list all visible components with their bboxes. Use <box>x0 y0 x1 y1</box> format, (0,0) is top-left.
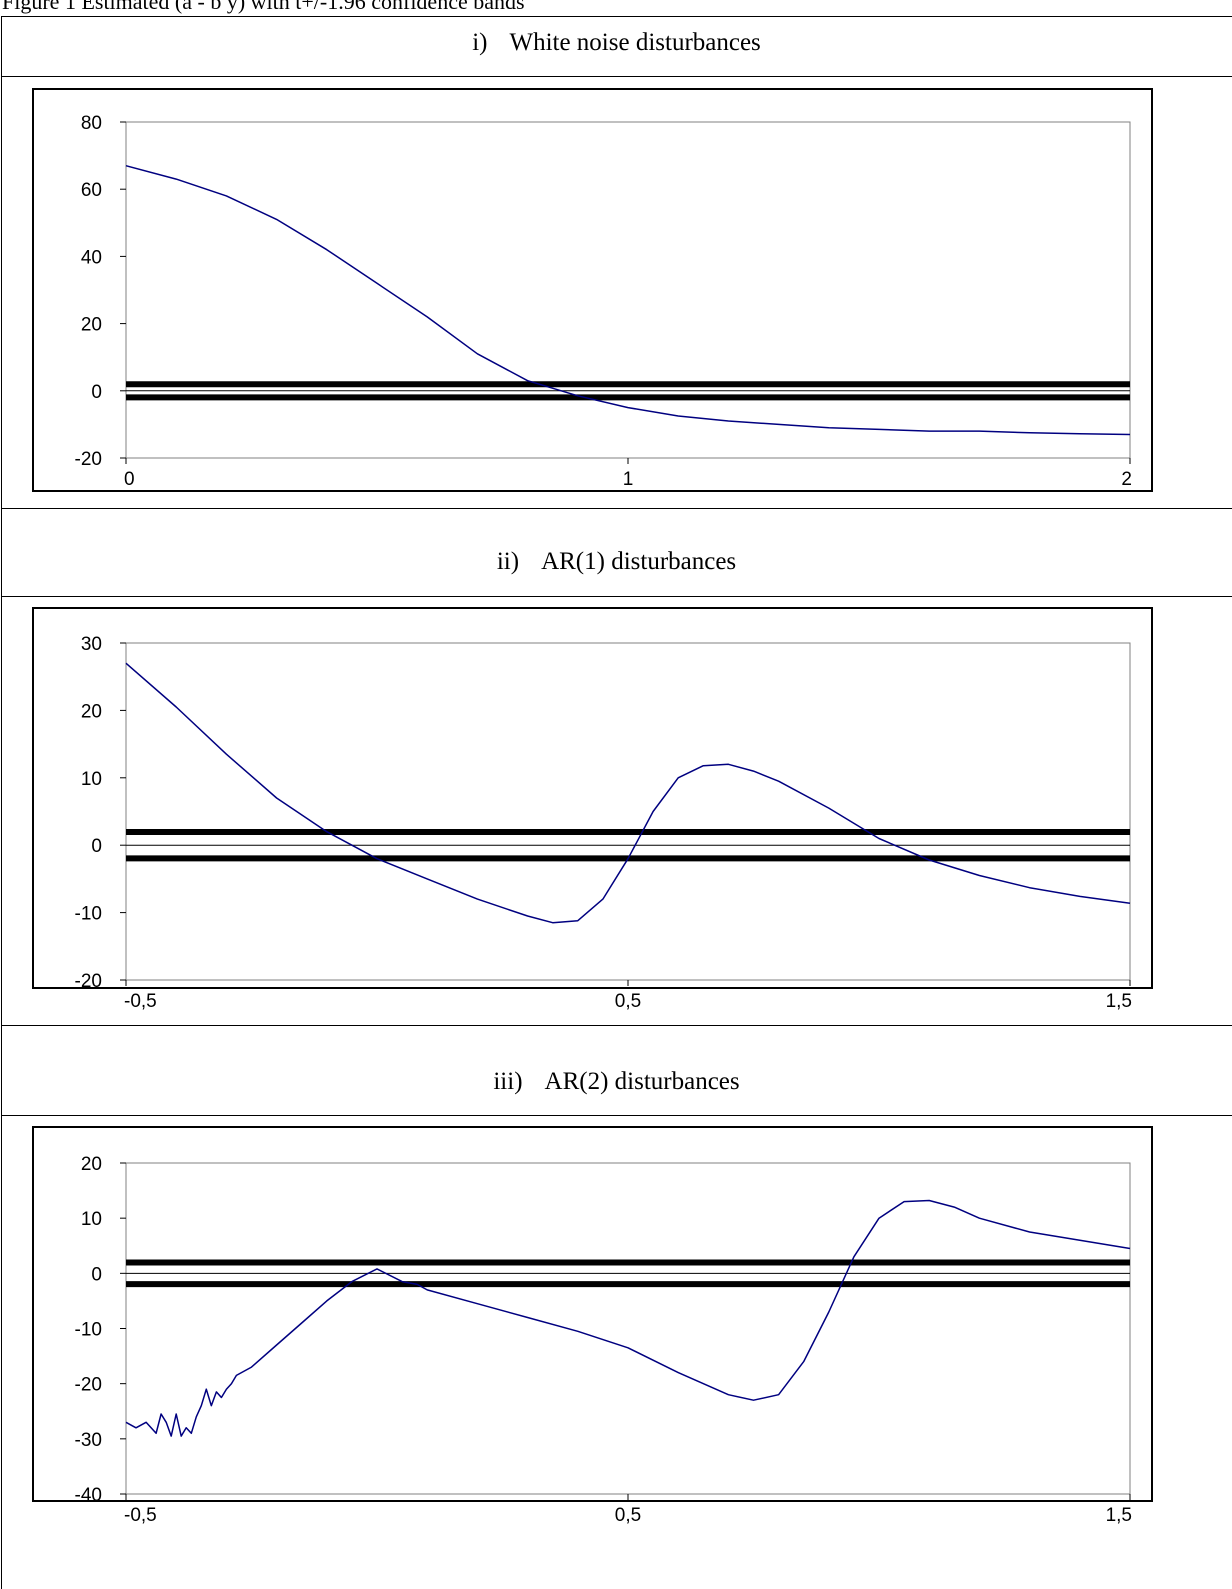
plot-area <box>125 1162 1131 1495</box>
y-tick-label: -20 <box>75 971 102 992</box>
row-divider <box>1 596 1232 597</box>
y-tick-label: 0 <box>91 836 102 857</box>
panel-title-ar1: ii) AR(1) disturbances <box>1 548 1232 576</box>
y-tick-label: 0 <box>91 382 102 403</box>
x-tick-label: 0,5 <box>615 991 641 1012</box>
figure-table-frame <box>1 16 1232 1589</box>
x-tick-label: 1 <box>623 469 634 490</box>
row-divider <box>1 508 1232 509</box>
y-tick-label: 30 <box>81 634 102 655</box>
chart-frame <box>32 88 1153 492</box>
y-tick-label: -20 <box>75 1375 102 1396</box>
panel-number: iii) <box>493 1068 523 1095</box>
x-tick-label: -0,5 <box>124 1505 157 1526</box>
row-divider <box>1 76 1232 77</box>
y-tick-label: 60 <box>81 180 102 201</box>
x-tick-label: 0,5 <box>615 1505 641 1526</box>
series-line <box>125 662 1131 924</box>
x-tick-label: 1,5 <box>1106 1505 1132 1526</box>
y-tick-label: 80 <box>81 113 102 134</box>
y-tick-label: -30 <box>75 1430 102 1451</box>
y-tick-label: 20 <box>81 1154 102 1175</box>
panel-title-ar2: iii) AR(2) disturbances <box>1 1068 1232 1096</box>
y-tick-label: 40 <box>81 247 102 268</box>
row-divider <box>1 1025 1232 1026</box>
x-tick-label: -0,5 <box>124 991 157 1012</box>
y-tick-label: 20 <box>81 701 102 722</box>
y-tick-label: 10 <box>81 1209 102 1230</box>
row-divider <box>1 1115 1232 1116</box>
y-tick-label: -10 <box>75 1320 102 1341</box>
y-tick-label: 0 <box>91 1264 102 1285</box>
panel-title-text: AR(2) disturbances <box>544 1068 740 1095</box>
y-tick-label: 20 <box>81 315 102 336</box>
y-tick-label: -20 <box>75 449 102 470</box>
y-tick-label: 10 <box>81 769 102 790</box>
panel-title-text: White noise disturbances <box>509 29 761 56</box>
clipped-figure-heading: Figure 1 Estimated (a - b y) with t+/-1.… <box>2 0 525 14</box>
panel-number: i) <box>472 29 488 56</box>
x-tick-label: 0 <box>124 469 135 490</box>
panel-title-text: AR(1) disturbances <box>541 548 737 575</box>
y-tick-label: -40 <box>75 1485 102 1506</box>
y-tick-label: -10 <box>75 904 102 925</box>
panel-number: ii) <box>496 548 520 575</box>
series-line <box>125 164 1131 436</box>
series-line <box>125 1199 1131 1437</box>
chart-frame <box>32 1126 1153 1502</box>
chart-frame <box>32 607 1153 989</box>
panel-title-white-noise: i) White noise disturbances <box>1 29 1232 57</box>
x-tick-label: 1,5 <box>1106 991 1132 1012</box>
x-tick-label: 2 <box>1121 469 1132 490</box>
